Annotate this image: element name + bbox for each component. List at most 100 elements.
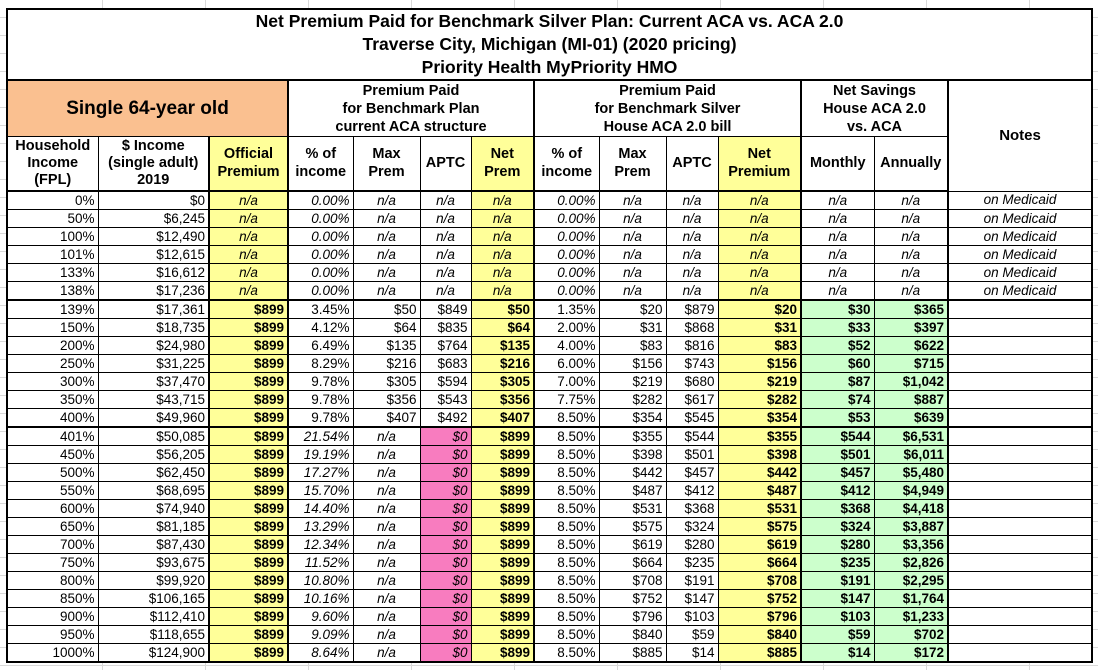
cell-official[interactable]: $899 bbox=[208, 589, 289, 609]
cell-aca-aptc[interactable]: $0 bbox=[419, 481, 472, 501]
cell-aca-net-prem[interactable]: $305 bbox=[470, 372, 535, 392]
cell-aca-aptc[interactable]: $0 bbox=[419, 553, 472, 573]
cell-annually[interactable]: $172 bbox=[873, 643, 949, 663]
cell-note[interactable] bbox=[947, 571, 1093, 591]
cell-aca-max-prem[interactable]: n/a bbox=[352, 517, 421, 537]
cell-annually[interactable]: $887 bbox=[873, 390, 949, 410]
cell-aca-aptc[interactable]: $594 bbox=[419, 372, 472, 392]
cell-aca-max-prem[interactable]: n/a bbox=[352, 281, 421, 302]
cell-aca-max-prem[interactable]: $135 bbox=[352, 336, 421, 356]
cell-monthly[interactable]: $74 bbox=[800, 390, 875, 410]
cell-aca-net-prem[interactable]: $899 bbox=[470, 607, 535, 627]
cell-income[interactable]: $17,361 bbox=[97, 299, 210, 320]
cell-aca-pct-income[interactable]: 0.00% bbox=[287, 263, 354, 283]
cell-aca-aptc[interactable]: $683 bbox=[419, 354, 472, 374]
cell-official[interactable]: $899 bbox=[208, 553, 289, 573]
cell-house-net-premium[interactable]: $752 bbox=[717, 589, 802, 609]
cell-aca-net-prem[interactable]: $899 bbox=[470, 643, 535, 663]
cell-monthly[interactable]: $368 bbox=[800, 499, 875, 519]
cell-house-net-premium[interactable]: $31 bbox=[717, 318, 802, 338]
cell-aca-max-prem[interactable]: n/a bbox=[352, 426, 421, 447]
cell-note[interactable]: on Medicaid bbox=[947, 281, 1093, 302]
cell-monthly[interactable]: $191 bbox=[800, 571, 875, 591]
cell-note[interactable] bbox=[947, 336, 1093, 356]
cell-fpl[interactable]: 500% bbox=[6, 463, 99, 483]
cell-monthly[interactable]: $412 bbox=[800, 481, 875, 501]
cell-income[interactable]: $0 bbox=[97, 190, 210, 211]
cell-aca-net-prem[interactable]: $899 bbox=[470, 481, 535, 501]
cell-house-net-premium[interactable]: $796 bbox=[717, 607, 802, 627]
cell-house-pct-income[interactable]: 0.00% bbox=[533, 245, 600, 265]
cell-fpl[interactable]: 800% bbox=[6, 571, 99, 591]
cell-income[interactable]: $56,205 bbox=[97, 445, 210, 465]
cell-note[interactable] bbox=[947, 499, 1093, 519]
cell-house-pct-income[interactable]: 7.00% bbox=[533, 372, 600, 392]
cell-fpl[interactable]: 100% bbox=[6, 227, 99, 247]
cell-house-max-prem[interactable]: $31 bbox=[598, 318, 667, 338]
cell-house-pct-income[interactable]: 0.00% bbox=[533, 227, 600, 247]
cell-note[interactable] bbox=[947, 463, 1093, 483]
cell-aca-max-prem[interactable]: n/a bbox=[352, 463, 421, 483]
cell-house-max-prem[interactable]: $619 bbox=[598, 535, 667, 555]
cell-income[interactable]: $74,940 bbox=[97, 499, 210, 519]
cell-monthly[interactable]: $544 bbox=[800, 426, 875, 447]
cell-aca-net-prem[interactable]: $899 bbox=[470, 625, 535, 645]
cell-official[interactable]: $899 bbox=[208, 571, 289, 591]
cell-aca-aptc[interactable]: $492 bbox=[419, 408, 472, 429]
cell-house-max-prem[interactable]: $354 bbox=[598, 408, 667, 429]
cell-house-max-prem[interactable]: n/a bbox=[598, 281, 667, 302]
cell-aca-pct-income[interactable]: 11.52% bbox=[287, 553, 354, 573]
cell-aca-max-prem[interactable]: n/a bbox=[352, 571, 421, 591]
cell-house-pct-income[interactable]: 0.00% bbox=[533, 190, 600, 211]
cell-aca-pct-income[interactable]: 8.29% bbox=[287, 354, 354, 374]
cell-aca-pct-income[interactable]: 9.78% bbox=[287, 372, 354, 392]
cell-aca-net-prem[interactable]: n/a bbox=[470, 227, 535, 247]
cell-aca-aptc[interactable]: n/a bbox=[419, 245, 472, 265]
cell-house-pct-income[interactable]: 8.50% bbox=[533, 571, 600, 591]
cell-monthly[interactable]: $457 bbox=[800, 463, 875, 483]
cell-income[interactable]: $93,675 bbox=[97, 553, 210, 573]
cell-house-max-prem[interactable]: $752 bbox=[598, 589, 667, 609]
cell-aca-net-prem[interactable]: $216 bbox=[470, 354, 535, 374]
cell-house-net-premium[interactable]: $840 bbox=[717, 625, 802, 645]
cell-annually[interactable]: $2,295 bbox=[873, 571, 949, 591]
cell-house-aptc[interactable]: $868 bbox=[665, 318, 719, 338]
cell-official[interactable]: $899 bbox=[208, 408, 289, 429]
cell-note[interactable] bbox=[947, 426, 1093, 447]
cell-aca-pct-income[interactable]: 13.29% bbox=[287, 517, 354, 537]
cell-house-pct-income[interactable]: 8.50% bbox=[533, 553, 600, 573]
cell-aca-net-prem[interactable]: $899 bbox=[470, 589, 535, 609]
cell-house-aptc[interactable]: $816 bbox=[665, 336, 719, 356]
cell-house-aptc[interactable]: n/a bbox=[665, 209, 719, 229]
column-header-aca-max-prem[interactable]: Max Prem bbox=[352, 136, 421, 193]
cell-fpl[interactable]: 200% bbox=[6, 336, 99, 356]
cell-annually[interactable]: $1,042 bbox=[873, 372, 949, 392]
cell-income[interactable]: $68,695 bbox=[97, 481, 210, 501]
cell-fpl[interactable]: 50% bbox=[6, 209, 99, 229]
cell-annually[interactable]: $6,531 bbox=[873, 426, 949, 447]
cell-official[interactable]: $899 bbox=[208, 336, 289, 356]
cell-fpl[interactable]: 700% bbox=[6, 535, 99, 555]
cell-fpl[interactable]: 101% bbox=[6, 245, 99, 265]
cell-house-net-premium[interactable]: $355 bbox=[717, 426, 802, 447]
cell-note[interactable] bbox=[947, 535, 1093, 555]
cell-house-pct-income[interactable]: 8.50% bbox=[533, 463, 600, 483]
cell-monthly[interactable]: $280 bbox=[800, 535, 875, 555]
cell-annually[interactable]: n/a bbox=[873, 227, 949, 247]
cell-fpl[interactable]: 401% bbox=[6, 426, 99, 447]
cell-annually[interactable]: $702 bbox=[873, 625, 949, 645]
cell-fpl[interactable]: 250% bbox=[6, 354, 99, 374]
cell-annually[interactable]: $1,233 bbox=[873, 607, 949, 627]
column-header-house-net-premium[interactable]: Net Premium bbox=[717, 136, 802, 193]
cell-monthly[interactable]: $235 bbox=[800, 553, 875, 573]
cell-aca-net-prem[interactable]: $135 bbox=[470, 336, 535, 356]
cell-monthly[interactable]: n/a bbox=[800, 263, 875, 283]
cell-house-max-prem[interactable]: $487 bbox=[598, 481, 667, 501]
cell-income[interactable]: $112,410 bbox=[97, 607, 210, 627]
cell-aca-net-prem[interactable]: n/a bbox=[470, 263, 535, 283]
cell-house-net-premium[interactable]: $442 bbox=[717, 463, 802, 483]
cell-house-max-prem[interactable]: $442 bbox=[598, 463, 667, 483]
cell-aca-pct-income[interactable]: 8.64% bbox=[287, 643, 354, 663]
column-header-house-aptc[interactable]: APTC bbox=[665, 136, 719, 193]
cell-official[interactable]: $899 bbox=[208, 481, 289, 501]
